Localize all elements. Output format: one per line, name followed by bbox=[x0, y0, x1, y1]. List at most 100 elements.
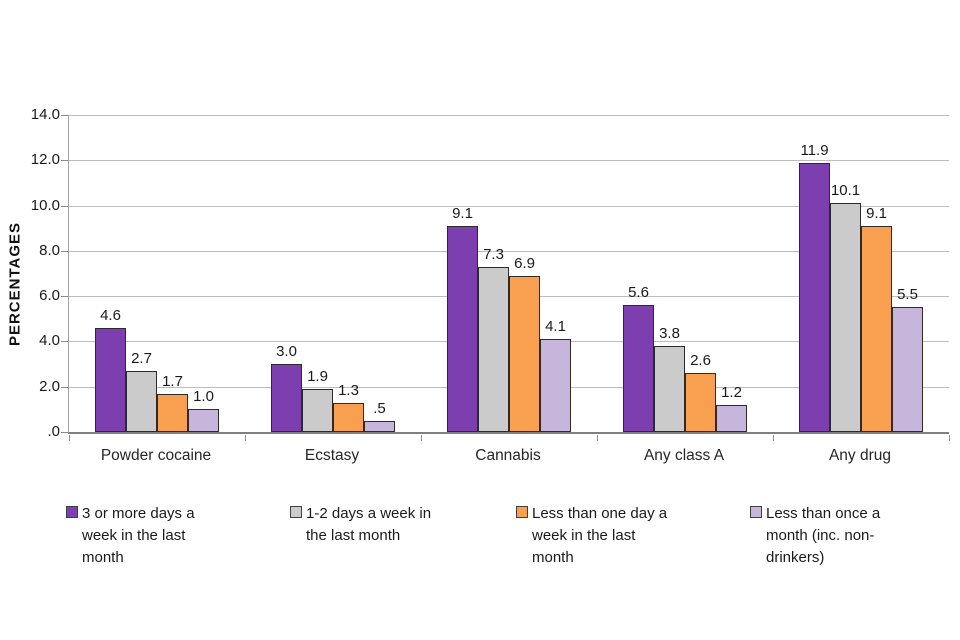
bar-value-label: 3.8 bbox=[659, 324, 680, 342]
bar bbox=[447, 225, 478, 432]
bar-slot: 1.7 bbox=[157, 115, 188, 432]
bar-value-label: 11.9 bbox=[800, 141, 829, 159]
bar-slot: 2.6 bbox=[685, 115, 716, 432]
bar bbox=[540, 339, 571, 432]
bar-slot: 5.6 bbox=[623, 115, 654, 432]
category-label: Powder cocaine bbox=[100, 447, 212, 464]
bar bbox=[799, 162, 830, 432]
bar-value-label: 4.1 bbox=[545, 318, 566, 336]
legend-label: Less than once a month (inc. non- drinke… bbox=[766, 505, 881, 566]
y-tick-label: 4.0 bbox=[39, 332, 60, 350]
bar-value-label: 3.0 bbox=[276, 343, 297, 361]
x-axis-tick-mark bbox=[772, 435, 774, 441]
bar bbox=[830, 203, 861, 432]
bar-slot: 11.9 bbox=[799, 115, 830, 432]
bar-slot: 1.2 bbox=[716, 115, 747, 432]
bar-value-label: 1.3 bbox=[338, 381, 359, 399]
bar-slot: 4.6 bbox=[95, 115, 126, 432]
bar-slot: 1.0 bbox=[188, 115, 219, 432]
x-axis-tick-mark bbox=[68, 435, 70, 441]
x-axis-tick-mark bbox=[596, 435, 598, 441]
bar bbox=[157, 393, 188, 432]
y-axis-tick-mark bbox=[61, 160, 68, 162]
bar-value-label: 5.6 bbox=[628, 284, 649, 302]
bar-slot: 6.9 bbox=[509, 115, 540, 432]
y-axis-tick-mark bbox=[61, 115, 68, 116]
y-tick-label: 6.0 bbox=[39, 287, 60, 305]
category-label: Ecstasy bbox=[304, 447, 360, 464]
bar-value-label: .5 bbox=[373, 399, 386, 417]
y-tick-label: 2.0 bbox=[39, 377, 60, 395]
x-axis-tick-mark bbox=[948, 435, 950, 441]
bar bbox=[716, 404, 747, 432]
bar-slot: 1.3 bbox=[333, 115, 364, 432]
gridline bbox=[69, 250, 949, 252]
bar bbox=[892, 307, 923, 432]
bar-slot: 9.1 bbox=[447, 115, 478, 432]
bar-value-label: 2.7 bbox=[131, 349, 152, 367]
bar bbox=[333, 402, 364, 432]
bar-slot: 4.1 bbox=[540, 115, 571, 432]
legend-swatch bbox=[750, 506, 762, 518]
gridline bbox=[69, 160, 949, 162]
y-axis-tick-labels: 14.0 12.0 10.0 8.0 6.0 4.0 2.0 .0 bbox=[0, 106, 62, 440]
category-label: Any class A bbox=[643, 447, 725, 464]
gridline bbox=[69, 205, 949, 207]
bar-group: 4.6 2.7 1.7 1.0 bbox=[69, 115, 245, 432]
legend: 3 or more days a week in the last month 1… bbox=[66, 503, 946, 603]
bar bbox=[95, 327, 126, 432]
y-tick-label: 14.0 bbox=[30, 106, 60, 123]
bar-slot: 5.5 bbox=[892, 115, 923, 432]
bar-slot: 1.9 bbox=[302, 115, 333, 432]
bar bbox=[861, 225, 892, 432]
y-axis-tick-mark bbox=[61, 296, 68, 298]
y-axis-tick-mark bbox=[61, 250, 68, 252]
legend-swatch bbox=[66, 506, 78, 518]
x-axis-category-labels: Powder cocaine Ecstasy Cannabis Any class A… bbox=[68, 447, 948, 465]
y-axis-tick-mark bbox=[61, 432, 68, 433]
bar-value-label: 4.6 bbox=[100, 306, 121, 324]
bar-slot: 2.7 bbox=[126, 115, 157, 432]
bar-value-label: 1.7 bbox=[162, 372, 183, 390]
gridline bbox=[69, 115, 949, 116]
y-axis-tick-mark bbox=[61, 205, 68, 207]
legend-item: 3 or more days a week in the last month bbox=[66, 503, 195, 569]
y-tick-label: 12.0 bbox=[30, 151, 60, 169]
legend-label: Less than one day a week in the last mon… bbox=[532, 505, 668, 566]
category-label: Cannabis bbox=[475, 447, 541, 464]
bar bbox=[654, 345, 685, 432]
bar-value-label: 10.1 bbox=[830, 182, 861, 200]
bar bbox=[623, 305, 654, 432]
category-label: Any drug bbox=[828, 447, 892, 464]
y-axis-tick-mark bbox=[61, 341, 68, 343]
bar-groups: 4.6 2.7 1.7 1.0 3.0 1.9 1.3 .5 9.1 7.3 6.9 4.1 5.6 3.… bbox=[69, 115, 949, 432]
bar-value-label: 5.5 bbox=[897, 286, 918, 304]
bar-value-label: 6.9 bbox=[514, 254, 535, 272]
y-axis-tick-mark bbox=[61, 386, 68, 388]
y-tick-label: 8.0 bbox=[39, 241, 60, 259]
bar bbox=[302, 388, 333, 432]
bar-slot: 9.1 bbox=[861, 115, 892, 432]
bar bbox=[188, 409, 219, 432]
x-axis-tick-mark bbox=[420, 435, 422, 441]
y-tick-label: .0 bbox=[47, 423, 60, 440]
bar-slot: 3.8 bbox=[654, 115, 685, 432]
bar-slot: .5 bbox=[364, 115, 395, 432]
plot-area: 4.6 2.7 1.7 1.0 3.0 1.9 1.3 .5 9.1 7.3 6.9 4.1 5.6 3.… bbox=[61, 115, 950, 441]
bar-group: 9.1 7.3 6.9 4.1 bbox=[421, 115, 597, 432]
bar bbox=[685, 373, 716, 432]
bar-value-label: 1.0 bbox=[193, 388, 214, 406]
legend-swatch bbox=[290, 506, 302, 518]
bar bbox=[478, 266, 509, 432]
legend-label: 1-2 days a week in the last month bbox=[306, 505, 432, 544]
legend-item: Less than one day a week in the last mon… bbox=[516, 503, 667, 569]
bar-value-label: 7.3 bbox=[483, 245, 504, 263]
bar-slot: 7.3 bbox=[478, 115, 509, 432]
y-tick-label: 10.0 bbox=[30, 196, 60, 214]
bar-value-label: 1.2 bbox=[721, 383, 742, 401]
bar bbox=[364, 420, 395, 432]
legend-item: 1-2 days a week in the last month bbox=[290, 503, 431, 547]
legend-item: Less than once a month (inc. non- drinke… bbox=[750, 503, 880, 569]
bar-value-label: 2.6 bbox=[690, 352, 711, 370]
bar-value-label: 9.1 bbox=[866, 204, 887, 222]
